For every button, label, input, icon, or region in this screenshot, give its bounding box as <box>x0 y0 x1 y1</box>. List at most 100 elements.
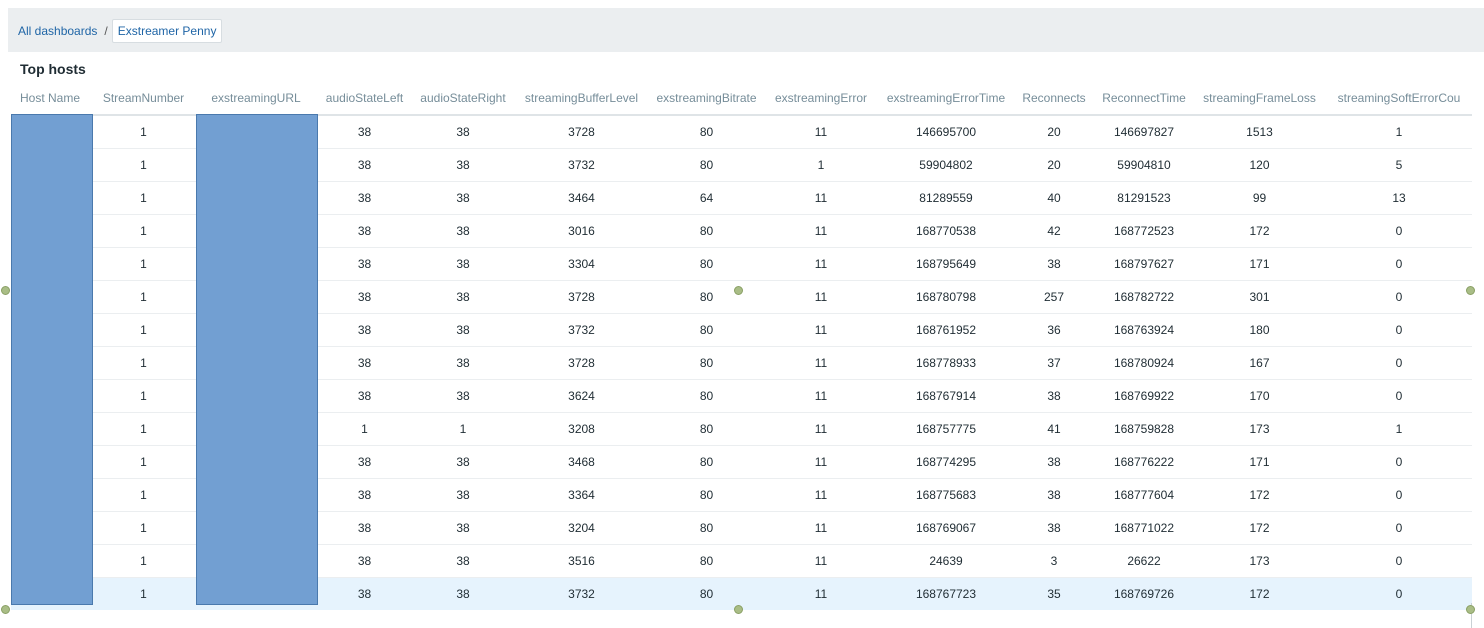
breadcrumb-all-dashboards[interactable]: All dashboards <box>18 24 98 38</box>
column-header[interactable]: Host Name <box>11 81 91 116</box>
table-cell: 80 <box>650 511 763 545</box>
table-cell: 38 <box>413 115 513 149</box>
table-cell: 38 <box>316 379 413 413</box>
table-cell: 38 <box>413 181 513 215</box>
table-cell: 0 <box>1326 280 1472 314</box>
table-cell: 168757775 <box>879 412 1013 446</box>
table-cell: 257 <box>1013 280 1095 314</box>
table-cell: 80 <box>650 115 763 149</box>
table-row[interactable]: 1 38 38 3204 80 11 168769067 38 168771022 172 0 <box>11 511 1472 545</box>
table-cell: 11 <box>763 181 879 215</box>
table-cell: 20 <box>1013 115 1095 149</box>
table-cell: 168761952 <box>879 313 1013 347</box>
column-header[interactable]: streamingBufferLevel <box>513 81 650 116</box>
table-cell: 38 <box>1013 247 1095 281</box>
table-cell: 38 <box>413 280 513 314</box>
table-cell: 38 <box>1013 478 1095 512</box>
table-cell: 38 <box>1013 379 1095 413</box>
table-cell: 38 <box>413 379 513 413</box>
table-cell: 3732 <box>513 313 650 347</box>
table-row[interactable]: 1 38 38 3468 80 11 168774295 38 168776222 171 0 <box>11 445 1472 479</box>
table-cell: 0 <box>1326 445 1472 479</box>
table-cell: 1 <box>91 313 196 347</box>
table-cell: 1 <box>91 412 196 446</box>
redacted-host-name-column <box>11 114 93 605</box>
table-cell: 80 <box>650 445 763 479</box>
table-cell: 1 <box>1326 412 1472 446</box>
table-cell: 80 <box>650 214 763 248</box>
table-cell: 38 <box>316 247 413 281</box>
table-cell: 120 <box>1193 148 1326 182</box>
table-cell: 3464 <box>513 181 650 215</box>
table-cell: 38 <box>413 346 513 380</box>
resize-handle-left[interactable] <box>1 286 10 295</box>
column-header[interactable]: audioStateRight <box>413 81 513 116</box>
table-cell: 0 <box>1326 577 1472 610</box>
table-cell: 0 <box>1326 214 1472 248</box>
table-cell: 3364 <box>513 478 650 512</box>
resize-handle-right[interactable] <box>1466 286 1475 295</box>
table-cell: 168795649 <box>879 247 1013 281</box>
table-cell: 11 <box>763 577 879 610</box>
table-cell: 146695700 <box>879 115 1013 149</box>
table-cell: 1 <box>91 577 196 610</box>
table-cell: 172 <box>1193 478 1326 512</box>
column-header[interactable]: exstreamingURL <box>196 81 316 116</box>
table-cell: 38 <box>413 577 513 610</box>
table-cell: 13 <box>1326 181 1472 215</box>
table-cell: 171 <box>1193 445 1326 479</box>
column-header[interactable]: Reconnects <box>1013 81 1095 116</box>
table-cell: 1 <box>91 379 196 413</box>
table-cell: 172 <box>1193 214 1326 248</box>
table-cell: 3728 <box>513 115 650 149</box>
table-cell: 168759828 <box>1095 412 1193 446</box>
table-cell: 168771022 <box>1095 511 1193 545</box>
table-cell: 38 <box>316 280 413 314</box>
column-header[interactable]: audioStateLeft <box>316 81 413 116</box>
table-cell: 1 <box>91 115 196 149</box>
table-cell: 168769726 <box>1095 577 1193 610</box>
table-cell: 11 <box>763 313 879 347</box>
breadcrumb-current-dashboard[interactable]: Exstreamer Penny <box>111 19 223 43</box>
column-header[interactable]: exstreamingErrorTime <box>879 81 1013 116</box>
table-cell: 3304 <box>513 247 650 281</box>
table-cell: 38 <box>316 577 413 610</box>
table-cell: 1 <box>91 214 196 248</box>
table-cell: 64 <box>650 181 763 215</box>
resize-handle-bottom-left[interactable] <box>1 605 10 614</box>
table-cell: 38 <box>316 214 413 248</box>
table-cell: 0 <box>1326 511 1472 545</box>
table-cell: 0 <box>1326 247 1472 281</box>
column-header[interactable]: exstreamingBitrate <box>650 81 763 116</box>
table-cell: 3516 <box>513 544 650 578</box>
column-header[interactable]: streamingFrameLoss <box>1193 81 1326 116</box>
redacted-url-column <box>196 114 318 605</box>
column-header[interactable]: ReconnectTime <box>1095 81 1193 116</box>
table-cell: 80 <box>650 346 763 380</box>
table-cell: 3728 <box>513 280 650 314</box>
table-cell: 0 <box>1326 478 1472 512</box>
column-header[interactable]: streamingSoftErrorCou <box>1326 81 1472 116</box>
resize-handle-center[interactable] <box>734 286 743 295</box>
table-cell: 11 <box>763 412 879 446</box>
table-cell: 168770538 <box>879 214 1013 248</box>
table-cell: 1 <box>91 544 196 578</box>
table-cell: 171 <box>1193 247 1326 281</box>
table-cell: 20 <box>1013 148 1095 182</box>
table-cell: 168775683 <box>879 478 1013 512</box>
table-cell: 11 <box>763 511 879 545</box>
table-cell: 38 <box>413 313 513 347</box>
table-cell: 168772523 <box>1095 214 1193 248</box>
table-cell: 168777604 <box>1095 478 1193 512</box>
table-cell: 59904802 <box>879 148 1013 182</box>
table-cell: 1 <box>91 247 196 281</box>
table-header-row: Host Name StreamNumber exstreamingURL audio… <box>11 81 1472 116</box>
table-cell: 146697827 <box>1095 115 1193 149</box>
resize-handle-bottom-right[interactable] <box>1466 605 1475 614</box>
table-cell: 26622 <box>1095 544 1193 578</box>
column-header[interactable]: StreamNumber <box>91 81 196 116</box>
column-header[interactable]: exstreamingError <box>763 81 879 116</box>
table-cell: 5 <box>1326 148 1472 182</box>
table-cell: 1 <box>91 181 196 215</box>
resize-handle-bottom-center[interactable] <box>734 605 743 614</box>
